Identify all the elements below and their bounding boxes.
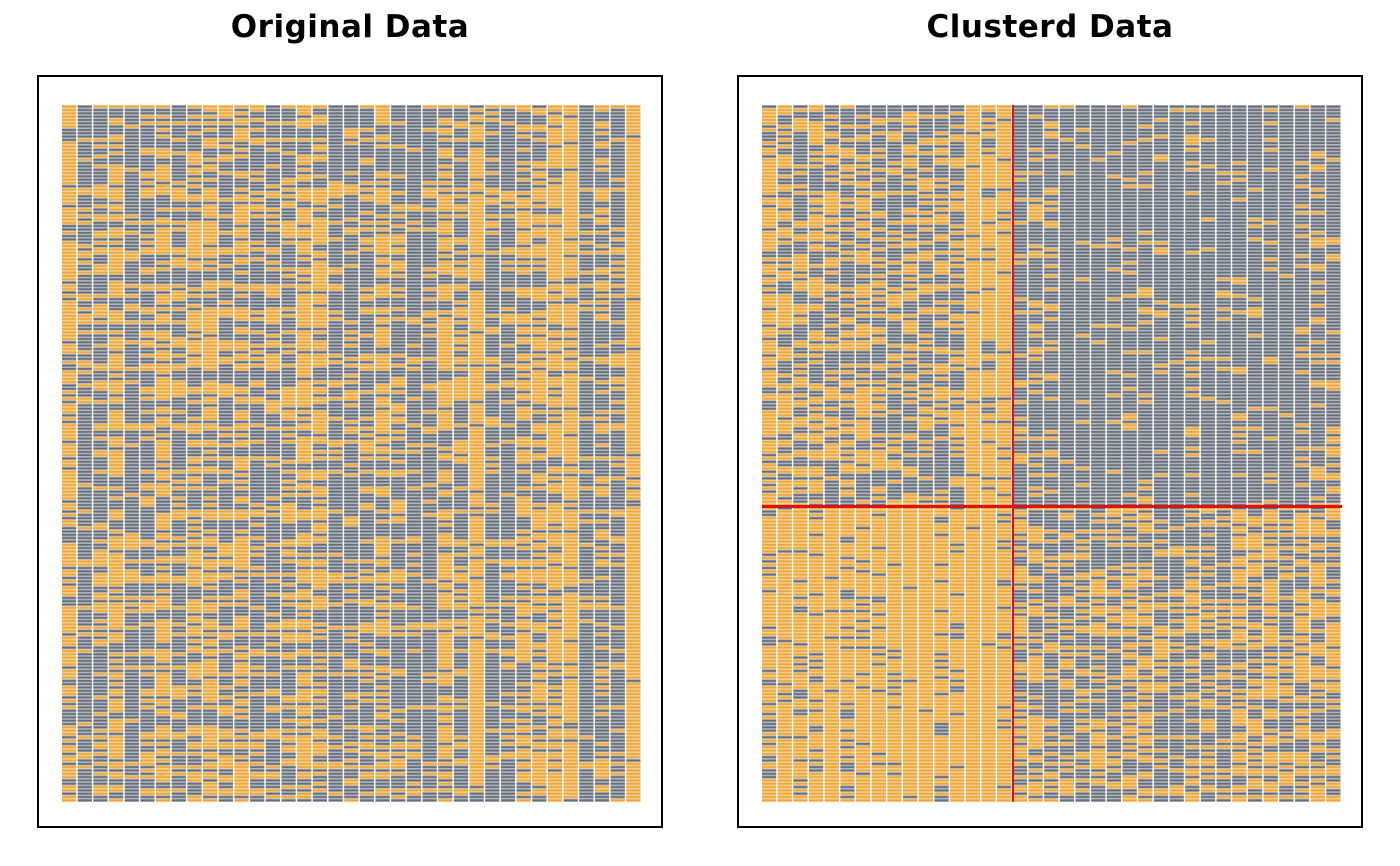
clustered-panel-title: Clusterd Data bbox=[926, 9, 1174, 45]
original-panel-title: Original Data bbox=[230, 9, 470, 45]
original-data-heatmap bbox=[62, 105, 642, 802]
column-cluster-boundary-line bbox=[1011, 105, 1015, 802]
row-cluster-boundary-line bbox=[762, 505, 1342, 508]
clustered-data-axes bbox=[737, 75, 1363, 828]
original-data-axes bbox=[37, 75, 663, 828]
clustered-data-heatmap bbox=[762, 105, 1342, 802]
